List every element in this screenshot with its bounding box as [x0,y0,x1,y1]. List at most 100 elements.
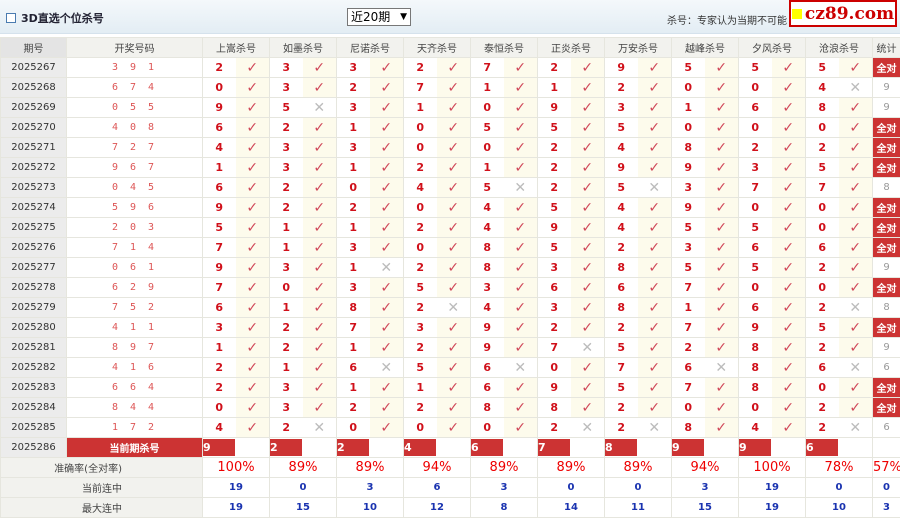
check-icon: ✓ [839,138,873,158]
stat-cell: 全对 [873,218,900,238]
check-icon: ✓ [236,178,270,198]
current-kill-badge: 2 [337,439,369,456]
draw-cell: 0 4 5 [67,178,203,198]
check-icon: ✓ [303,278,337,298]
check-icon: ✓ [772,358,806,378]
check-icon: ✓ [571,58,605,78]
check-icon: ✓ [236,258,270,278]
summary-value: 100% [739,458,806,478]
kill-number: 1 [404,98,437,118]
stat-cell: 全对 [873,158,900,178]
kill-number: 3 [337,278,370,298]
summary-value: 19 [203,498,270,518]
kill-number: 3 [270,398,303,418]
logo-square-icon [792,9,802,19]
col-expert[interactable]: 天齐杀号 [404,38,471,58]
col-expert[interactable]: 越峰杀号 [672,38,739,58]
kill-number: 9 [538,218,571,238]
check-icon: ✓ [772,338,806,358]
check-icon: ✓ [571,118,605,138]
check-icon: ✓ [571,398,605,418]
period-select[interactable]: 近20期▼ [347,8,411,26]
check-icon: ✓ [504,418,538,438]
kill-number: 5 [672,58,705,78]
kill-number: 1 [672,98,705,118]
current-kill-badge: 6 [471,439,503,456]
check-icon: ✓ [504,58,538,78]
col-expert[interactable]: 泰恒杀号 [471,38,538,58]
kill-number: 9 [538,378,571,398]
current-kill: 6 [471,438,538,458]
kill-number: 4 [806,78,839,98]
current-label: 当前期杀号 [67,438,203,458]
col-draw[interactable]: 开奖号码 [67,38,203,58]
kill-number: 6 [739,98,772,118]
check-icon: ✓ [504,98,538,118]
col-expert[interactable]: 正炎杀号 [538,38,605,58]
cross-icon: ✕ [839,78,873,98]
check-icon: ✓ [236,398,270,418]
col-expert[interactable]: 尼诺杀号 [337,38,404,58]
summary-value: 100% [203,458,270,478]
check-icon: ✓ [839,338,873,358]
check-icon: ✓ [638,338,672,358]
check-icon: ✓ [370,338,404,358]
cross-icon: ✕ [504,178,538,198]
check-icon: ✓ [705,338,739,358]
draw-cell: 4 1 6 [67,358,203,378]
kill-number: 2 [806,298,839,318]
col-issue[interactable]: 期号 [1,38,67,58]
col-stats[interactable]: 统计 [873,38,900,58]
check-icon: ✓ [303,58,337,78]
check-icon: ✓ [705,198,739,218]
current-kill: 2 [337,438,404,458]
kill-number: 7 [672,378,705,398]
issue-cell: 2025285 [1,418,67,438]
col-expert[interactable]: 上嵩杀号 [203,38,270,58]
check-icon: ✓ [705,318,739,338]
kill-number: 5 [739,258,772,278]
check-icon: ✓ [437,118,471,138]
kill-number: 7 [672,278,705,298]
check-icon: ✓ [772,318,806,338]
check-icon: ✓ [303,238,337,258]
kill-number: 2 [203,378,236,398]
title-text: 3D直选个位杀号 [21,10,104,26]
kill-number: 2 [404,258,437,278]
check-icon: ✓ [772,58,806,78]
kill-number: 8 [672,418,705,438]
kill-number: 5 [538,198,571,218]
kill-number: 9 [672,158,705,178]
check-icon: ✓ [236,58,270,78]
check-icon: ✓ [303,198,337,218]
stat-cell: 全对 [873,198,900,218]
issue-cell: 2025267 [1,58,67,78]
check-icon: ✓ [303,318,337,338]
col-expert[interactable]: 沧浪杀号 [806,38,873,58]
col-expert[interactable]: 如墨杀号 [270,38,337,58]
col-expert[interactable]: 万安杀号 [605,38,672,58]
stat-cell: 8 [873,178,900,198]
summary-value: 19 [203,478,270,498]
check-icon: ✓ [370,218,404,238]
kill-number: 1 [337,158,370,178]
check-icon: ✓ [504,298,538,318]
kill-number: 9 [605,158,638,178]
kill-number: 6 [806,358,839,378]
check-icon: ✓ [638,378,672,398]
check-icon: ✓ [370,118,404,138]
kill-number: 0 [739,78,772,98]
check-icon: ✓ [839,258,873,278]
kill-number: 1 [471,158,504,178]
summary-stat: 3 [873,498,900,518]
kill-number: 1 [270,298,303,318]
kill-number: 2 [605,238,638,258]
check-icon: ✓ [839,238,873,258]
col-expert[interactable]: 夕风杀号 [739,38,806,58]
check-icon: ✓ [236,358,270,378]
